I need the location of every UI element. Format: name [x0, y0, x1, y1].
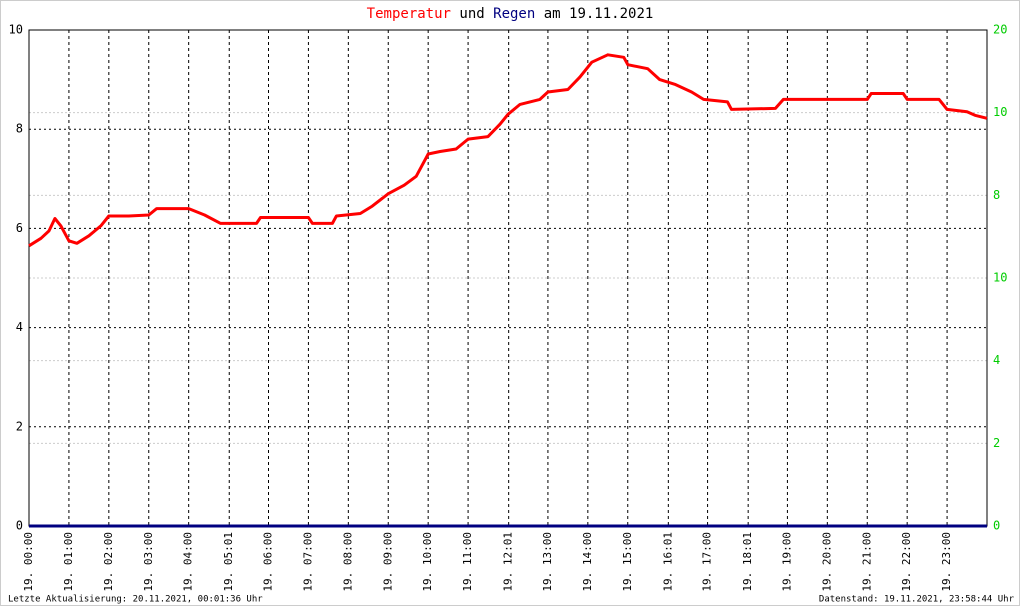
y2-tick-label: 20 [993, 23, 1007, 37]
x-tick-label: 19. 15:00 [621, 532, 634, 592]
x-tick-label: 19. 01:00 [62, 532, 75, 592]
footer-right: Datenstand: 19.11.2021, 23:58:44 Uhr [819, 595, 1015, 605]
x-tick-label: 19. 19:00 [780, 532, 793, 592]
x-tick-label: 19. 18:01 [741, 532, 754, 592]
x-tick-label: 19. 03:00 [142, 532, 155, 592]
x-tick-label: 19. 06:00 [262, 532, 275, 592]
x-tick-label: 19. 10:00 [421, 532, 434, 592]
title-part: Regen [493, 6, 535, 22]
y2-tick-label: 0 [993, 519, 1000, 533]
x-tick-label: 19. 04:00 [182, 532, 195, 592]
y2-tick-label: 8 [993, 188, 1000, 202]
x-tick-label: 19. 00:00 [22, 532, 35, 592]
y2-tick-label: 4 [993, 353, 1000, 367]
title-part: und [459, 6, 484, 22]
y2-tick-label: 10 [993, 105, 1007, 119]
x-tick-label: 19. 16:01 [661, 532, 674, 592]
x-tick-label: 19. 12:01 [502, 532, 515, 592]
y-tick-label: 6 [16, 221, 23, 235]
x-tick-label: 19. 11:00 [461, 532, 474, 592]
x-tick-label: 19. 17:00 [701, 532, 714, 592]
x-tick-label: 19. 07:00 [301, 532, 314, 592]
title-part: Temperatur [367, 6, 451, 22]
x-tick-label: 19. 14:00 [581, 532, 594, 592]
y-tick-label: 2 [16, 419, 23, 433]
x-tick-label: 19. 05:01 [222, 532, 235, 592]
y-tick-label: 4 [16, 320, 23, 334]
footer-left: Letzte Aktualisierung: 20.11.2021, 00:01… [8, 595, 263, 605]
y2-tick-label: 10 [993, 271, 1007, 285]
series-line [28, 53, 988, 248]
x-tick-label: 19. 08:00 [341, 532, 354, 592]
y2-tick-label: 2 [993, 436, 1000, 450]
x-tick-label: 19. 23:00 [940, 532, 953, 592]
x-tick-label: 19. 20:00 [820, 532, 833, 592]
y-tick-label: 8 [16, 122, 23, 136]
x-tick-label: 19. 22:00 [900, 532, 913, 592]
x-tick-label: 19. 02:00 [102, 532, 115, 592]
chart-title: Temperatur und Regen am 19.11.2021 [367, 6, 654, 22]
y-tick-label: 10 [9, 23, 23, 37]
x-tick-label: 19. 21:00 [860, 532, 873, 592]
y-tick-label: 0 [16, 519, 23, 533]
title-part: am 19.11.2021 [544, 6, 654, 22]
x-tick-label: 19. 09:00 [381, 532, 394, 592]
x-tick-label: 19. 13:00 [541, 532, 554, 592]
